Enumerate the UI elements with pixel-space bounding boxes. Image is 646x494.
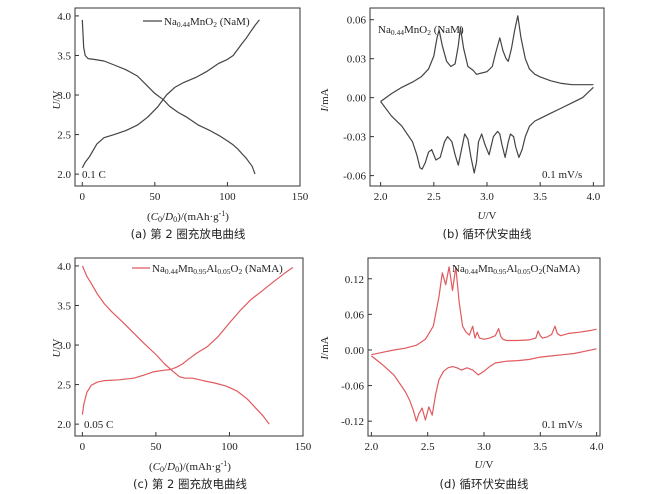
panel-c-series-group — [81, 265, 294, 425]
panel-c-legend: Na0.44Mn0.95Al0.05O2 (NaMA) — [152, 263, 283, 276]
panel-b-legend: Na0.44MnO2 (NaM) — [378, 24, 464, 37]
panel-c-xlabel: (C0/D0)/(mAh·g-1) — [149, 459, 231, 474]
panel-a-annotation: 0.1 C — [82, 169, 106, 181]
panel-b-xtick-label: 3.0 — [480, 191, 494, 203]
panel-b-xtick-label: 3.5 — [533, 191, 547, 203]
panel-c-caption: (c) 第 2 圈充放电曲线 — [133, 477, 248, 491]
panel-a-series-group — [81, 19, 260, 175]
panel-a-caption: (a) 第 2 圈充放电曲线 — [131, 227, 246, 241]
panel-a-xtick-label: 150 — [292, 191, 309, 203]
panel-b-ytick-label: 0.03 — [347, 54, 367, 66]
panel-c-ticks: 0 50 100 150 2.0 2.5 3.0 3.5 4.0 — [57, 261, 312, 453]
panel-c-ytick-label: 2.5 — [57, 380, 71, 392]
panel-b-ytick-label: 0.00 — [347, 93, 367, 105]
panel-d-legend: Na0.44Mn0.95Al0.05O2(NaMA) — [452, 263, 580, 276]
panel-b-ylabel: I/mA — [319, 88, 331, 112]
panel-b-series-group — [380, 15, 594, 174]
panel-a-legend: Na0.44MnO2 (NaM) — [164, 16, 250, 29]
panel-c-xtick-label: 50 — [150, 441, 162, 453]
panel-a-ytick-label: 3.0 — [57, 90, 71, 102]
panel-d-xlabel: U/V — [475, 459, 494, 471]
panel-c-series-line-1 — [81, 265, 270, 425]
panel-c-ytick-label: 3.5 — [57, 300, 71, 312]
panel-d-frame — [367, 257, 601, 437]
panel-c-ytick-label: 3.0 — [57, 340, 71, 352]
panel-d-ytick-label: -0.06 — [341, 381, 364, 393]
panel-b: 2.0 2.5 3.0 3.5 4.0 -0.06 -0.03 0.00 0.03 0.06 I/… — [319, 7, 605, 241]
panel-c-ytick-label: 2.0 — [57, 419, 71, 431]
panel-d-series-line-2 — [371, 348, 597, 422]
panel-b-xtick-label: 4.0 — [586, 191, 600, 203]
panel-a-series-line-1 — [81, 19, 256, 175]
panel-a-xtick-label: 0 — [80, 191, 86, 203]
panel-a-xtick-label: 50 — [149, 191, 161, 203]
panel-a-xlabel: (C0/D0)/(mAh·g-1) — [147, 209, 229, 224]
panel-d-xtick-label: 2.5 — [421, 441, 435, 453]
panel-b-xtick-label: 2.5 — [427, 191, 441, 203]
panel-a-ytick-label: 2.0 — [57, 169, 71, 181]
panel-d-ytick-label: 0.00 — [345, 345, 365, 357]
panel-b-series-line-1 — [380, 15, 594, 102]
panel-c-xtick-label: 0 — [80, 441, 86, 453]
panel-c-series-line-2 — [81, 267, 294, 415]
panel-d-xtick-label: 3.0 — [477, 441, 491, 453]
panel-a-frame — [74, 7, 301, 187]
panel-d-series-group — [371, 266, 597, 422]
panel-c-xtick-label: 100 — [221, 441, 238, 453]
panel-d-ytick-label: 0.06 — [345, 309, 365, 321]
panel-c-xtick-label: 150 — [295, 441, 312, 453]
panel-a-ticks: 0 50 100 150 2.0 2.5 3.0 3.5 4.0 — [57, 11, 309, 203]
panel-d-caption: (d) 循环伏安曲线 — [440, 477, 529, 491]
panel-a-series-line-2 — [81, 19, 260, 169]
panel-d-ylabel: I/mA — [319, 336, 331, 360]
panel-d-annotation: 0.1 mV/s — [542, 419, 582, 431]
panel-c-ylabel: U/V — [51, 338, 63, 357]
panel-a-ytick-label: 3.5 — [57, 50, 71, 62]
panel-b-xtick-label: 2.0 — [374, 191, 388, 203]
panel-a: 0 50 100 150 2.0 2.5 3.0 3.5 4.0 U/V (C0/D0)/(mA… — [51, 7, 309, 241]
panel-d: 2.0 2.5 3.0 3.5 4.0 -0.12 -0.06 0.00 0.06 0.12 I/… — [319, 257, 604, 491]
panel-b-ytick-label: -0.03 — [343, 132, 366, 144]
panel-b-ytick-label: -0.06 — [343, 171, 366, 183]
panel-c: 0 50 100 150 2.0 2.5 3.0 3.5 4.0 U/V (C0/D0)/(mA… — [51, 257, 312, 491]
panel-b-caption: (b) 循环伏安曲线 — [443, 227, 532, 241]
panel-d-ytick-label: 0.12 — [345, 274, 364, 286]
panel-b-annotation: 0.1 mV/s — [542, 169, 582, 181]
panel-d-xtick-label: 4.0 — [590, 441, 604, 453]
panel-c-ytick-label: 4.0 — [57, 261, 71, 273]
panel-a-ylabel: U/V — [51, 90, 63, 109]
panel-c-frame — [74, 257, 304, 437]
panel-d-xtick-label: 3.5 — [533, 441, 547, 453]
panel-d-ticks: 2.0 2.5 3.0 3.5 4.0 -0.12 -0.06 0.00 0.06 0.12 — [341, 274, 604, 453]
panel-a-ytick-label: 2.5 — [57, 130, 71, 142]
panel-d-ytick-label: -0.12 — [341, 416, 364, 428]
panel-d-xtick-label: 2.0 — [365, 441, 379, 453]
panel-b-series-line-2 — [380, 86, 594, 174]
panel-c-annotation: 0.05 C — [84, 419, 113, 431]
panel-b-ytick-label: 0.06 — [347, 15, 367, 27]
panel-b-xlabel: U/V — [478, 210, 497, 222]
panel-d-series-line-1 — [371, 266, 597, 356]
panel-b-ticks: 2.0 2.5 3.0 3.5 4.0 -0.06 -0.03 0.00 0.03 0.06 — [343, 15, 601, 203]
panel-a-ytick-label: 4.0 — [57, 11, 71, 23]
panel-a-xtick-label: 100 — [219, 191, 236, 203]
